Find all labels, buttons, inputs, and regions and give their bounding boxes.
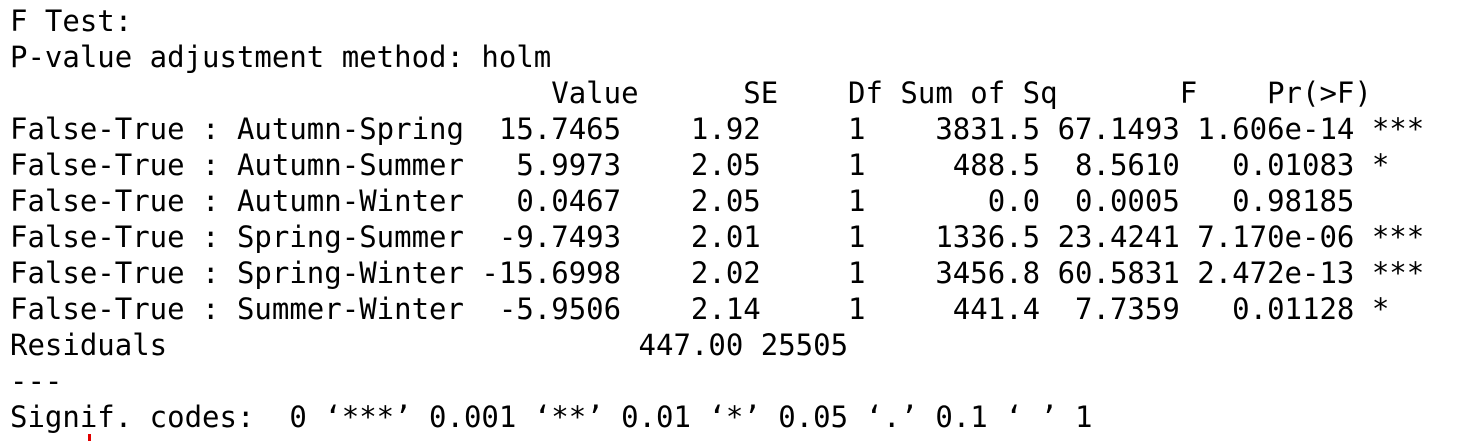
signif-codes-line: Signif. codes: 0 ‘***’ 0.001 ‘**’ 0.01 ‘… — [10, 400, 1093, 434]
table-row: False-True : Autumn-Winter 0.0467 2.05 1… — [10, 184, 1425, 218]
text-cursor — [88, 434, 91, 441]
table-row: False-True : Autumn-Spring 15.7465 1.92 … — [10, 112, 1425, 146]
table-row: False-True : Spring-Summer -9.7493 2.01 … — [10, 220, 1425, 254]
console-output: F Test: P-value adjustment method: holm … — [10, 3, 1442, 435]
table-header: Value SE Df Sum of Sq F Pr(>F) — [10, 76, 1442, 110]
output-title: F Test: — [10, 4, 133, 38]
table-row: False-True : Spring-Winter -15.6998 2.02… — [10, 256, 1425, 290]
residuals-row: Residuals 447.00 25505 — [10, 328, 849, 362]
table-row: False-True : Summer-Winter -5.9506 2.14 … — [10, 292, 1425, 326]
table-row: False-True : Autumn-Summer 5.9973 2.05 1… — [10, 148, 1425, 182]
separator-line: --- — [10, 364, 63, 398]
adjustment-method-line: P-value adjustment method: holm — [10, 40, 552, 74]
